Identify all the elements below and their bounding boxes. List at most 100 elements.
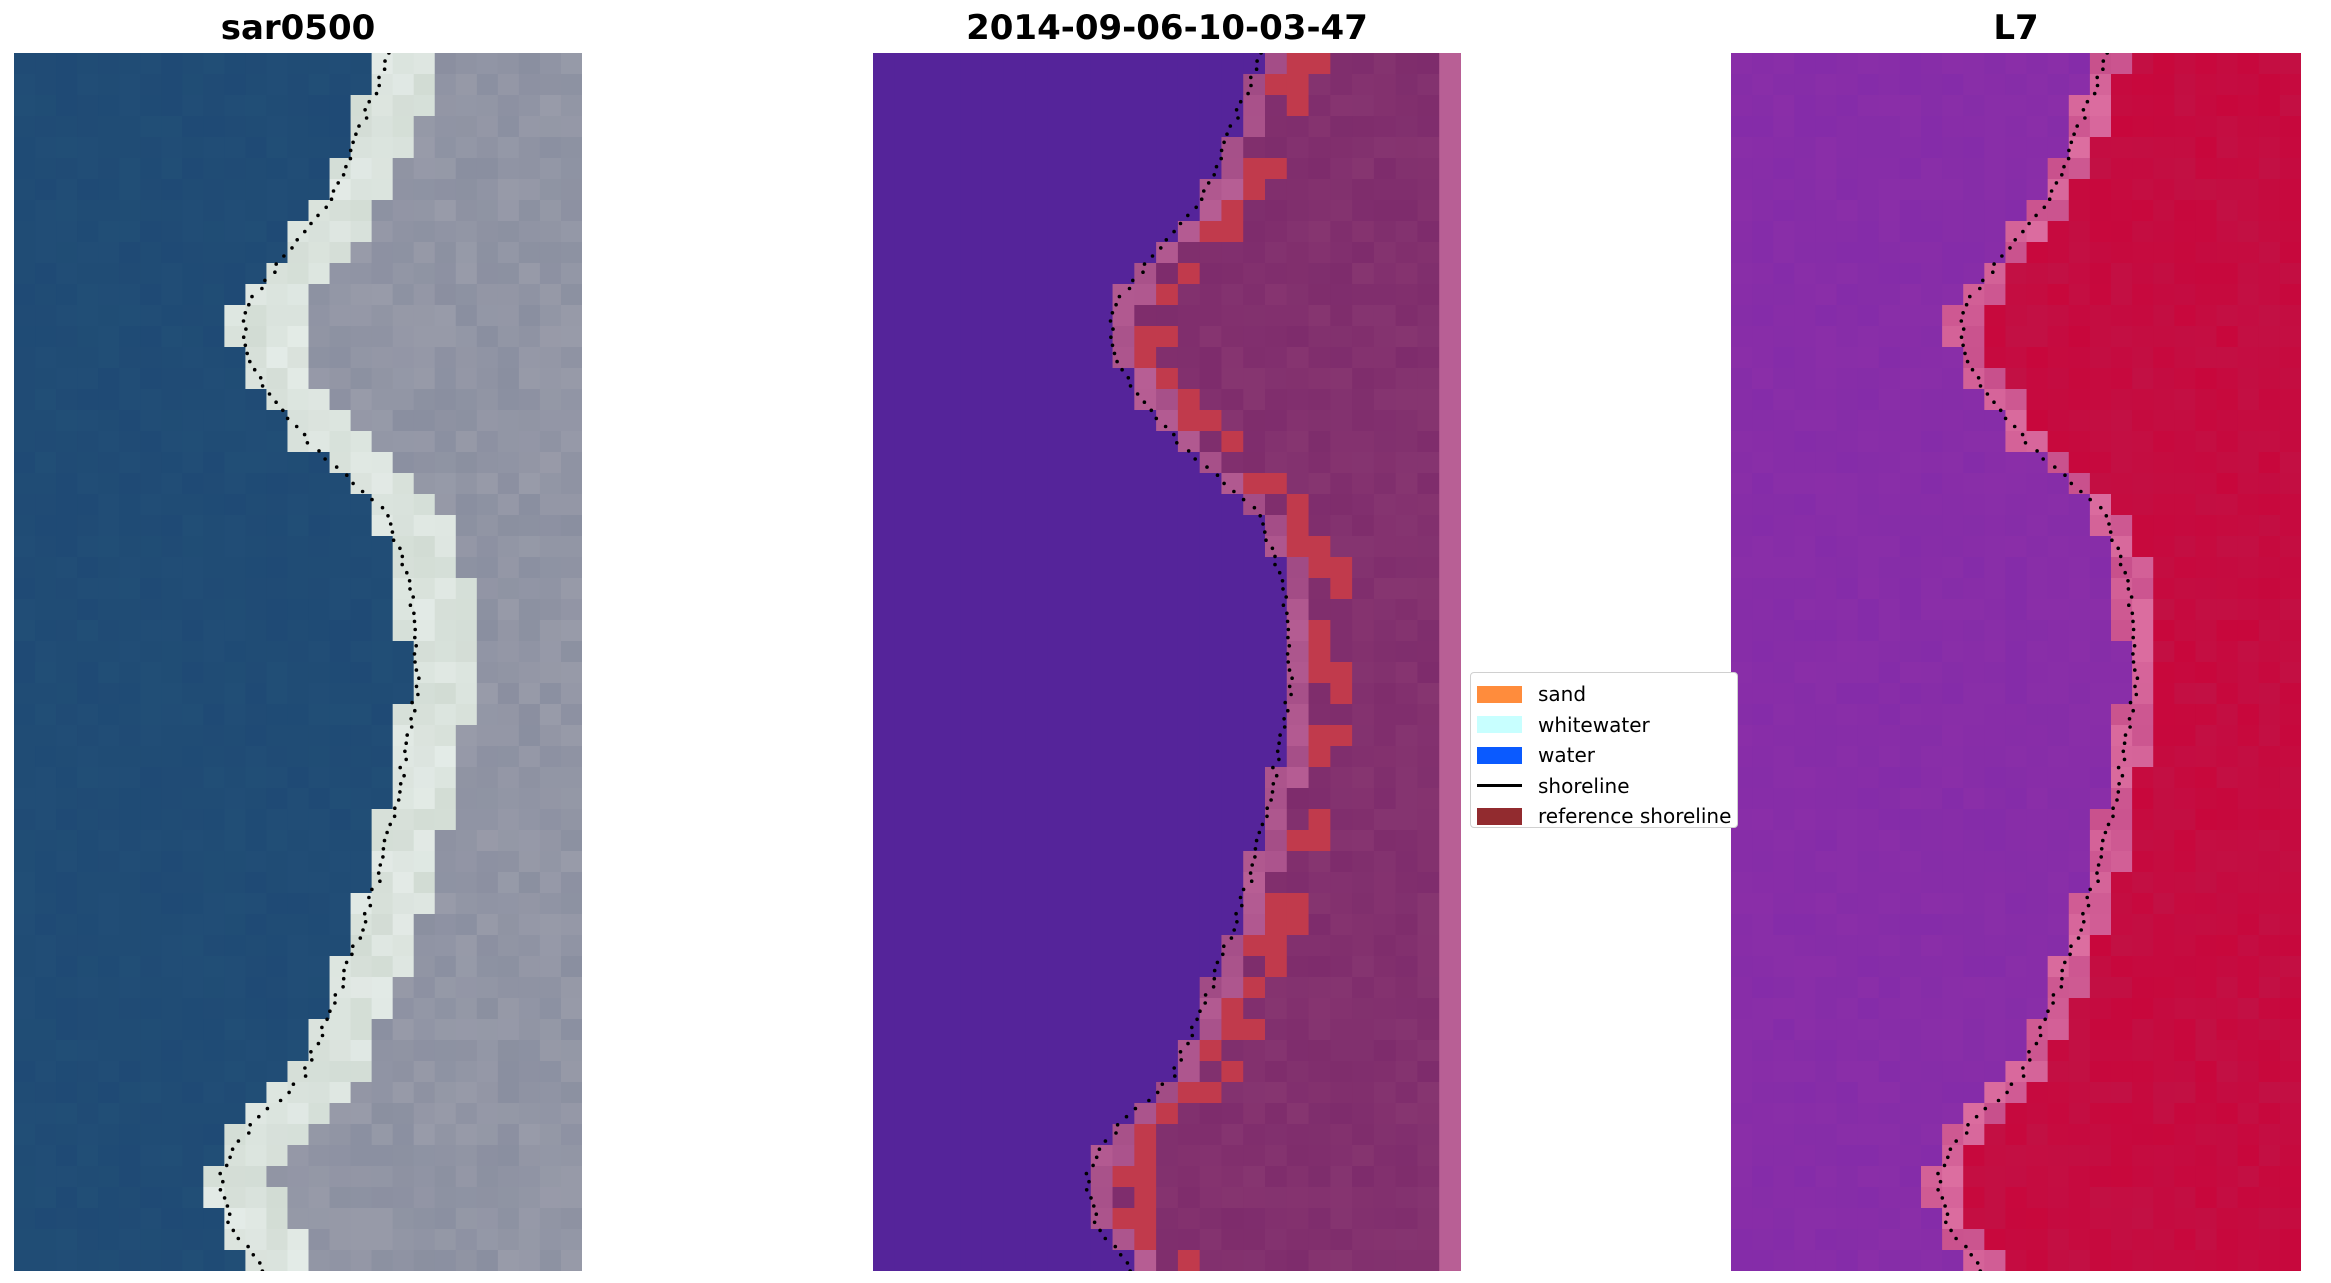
image-pixel xyxy=(287,221,310,243)
image-pixel xyxy=(497,473,520,495)
image-pixel xyxy=(1221,179,1244,201)
image-pixel xyxy=(1373,179,1397,201)
image-pixel xyxy=(1090,95,1114,117)
image-pixel xyxy=(350,767,373,789)
image-pixel xyxy=(140,284,162,306)
image-pixel xyxy=(1069,998,1092,1020)
image-pixel xyxy=(960,935,983,957)
image-pixel xyxy=(1836,347,1859,369)
image-pixel xyxy=(1156,704,1179,726)
image-pixel xyxy=(1047,53,1070,75)
image-pixel xyxy=(350,347,373,369)
image-pixel xyxy=(960,179,983,201)
image-pixel xyxy=(203,1208,225,1230)
image-pixel xyxy=(2005,53,2028,75)
image-pixel xyxy=(119,956,141,978)
shoreline-dot xyxy=(393,806,397,810)
image-pixel xyxy=(1199,977,1223,999)
image-pixel xyxy=(2153,1166,2175,1188)
image-pixel xyxy=(2111,830,2133,852)
image-pixel xyxy=(1794,557,1817,579)
image-pixel xyxy=(1090,641,1114,663)
image-pixel xyxy=(1395,1145,1419,1167)
image-pixel xyxy=(1330,767,1353,789)
shoreline-dot xyxy=(1253,855,1257,859)
image-pixel xyxy=(2237,53,2260,75)
image-pixel xyxy=(1373,137,1397,159)
image-pixel xyxy=(1815,998,1838,1020)
shoreline-dot xyxy=(1128,1269,1132,1271)
image-pixel xyxy=(1199,683,1223,705)
image-pixel xyxy=(1921,1250,1943,1271)
image-pixel xyxy=(392,263,415,285)
image-pixel xyxy=(14,221,36,243)
image-pixel xyxy=(308,410,331,432)
image-pixel xyxy=(308,872,331,894)
shoreline-dot xyxy=(1277,570,1282,575)
image-pixel xyxy=(455,1124,478,1146)
image-pixel xyxy=(916,452,939,474)
image-pixel xyxy=(2132,305,2154,327)
image-pixel xyxy=(981,977,1005,999)
image-pixel xyxy=(1878,1145,1901,1167)
shoreline-dot xyxy=(1290,676,1294,680)
image-pixel xyxy=(14,53,36,75)
image-pixel xyxy=(245,1082,268,1104)
image-pixel xyxy=(497,998,520,1020)
image-pixel xyxy=(1352,1082,1375,1104)
image-pixel xyxy=(518,620,541,642)
image-pixel xyxy=(203,116,225,138)
image-pixel xyxy=(2026,116,2049,138)
image-pixel xyxy=(245,452,268,474)
image-pixel xyxy=(1899,200,1922,222)
image-pixel xyxy=(1047,893,1070,915)
image-pixel xyxy=(2195,683,2218,705)
image-pixel xyxy=(329,263,352,285)
image-pixel xyxy=(14,914,36,936)
image-pixel xyxy=(1352,1208,1375,1230)
image-pixel xyxy=(2047,74,2070,96)
image-pixel xyxy=(497,1166,520,1188)
image-pixel xyxy=(916,956,939,978)
image-pixel xyxy=(1134,620,1157,642)
image-pixel xyxy=(1112,1124,1135,1146)
image-pixel xyxy=(1899,893,1922,915)
image-pixel xyxy=(434,1061,457,1083)
image-pixel xyxy=(1942,1082,1964,1104)
image-pixel xyxy=(2237,1061,2260,1083)
image-pixel xyxy=(1243,683,1266,705)
image-pixel xyxy=(287,389,310,411)
image-pixel xyxy=(2026,977,2049,999)
image-pixel xyxy=(1265,851,1288,873)
image-pixel xyxy=(245,1124,268,1146)
image-pixel xyxy=(224,725,247,747)
image-pixel xyxy=(35,704,57,726)
image-pixel xyxy=(1878,830,1901,852)
shoreline-dot xyxy=(336,181,341,185)
shoreline-dot xyxy=(1113,1244,1118,1249)
image-pixel xyxy=(1112,1187,1135,1209)
shoreline-dot xyxy=(267,392,272,396)
image-pixel xyxy=(1836,326,1859,348)
image-pixel xyxy=(14,599,36,621)
image-pixel xyxy=(119,137,141,159)
image-pixel xyxy=(894,725,918,747)
image-pixel xyxy=(1439,536,1461,558)
image-pixel xyxy=(182,431,204,453)
image-pixel xyxy=(981,851,1005,873)
image-pixel xyxy=(2047,683,2070,705)
image-pixel xyxy=(1069,116,1092,138)
image-pixel xyxy=(1899,809,1922,831)
image-pixel xyxy=(916,872,939,894)
image-pixel xyxy=(1025,116,1048,138)
shoreline-dot xyxy=(1150,254,1155,258)
image-pixel xyxy=(182,578,204,600)
image-pixel xyxy=(2026,683,2049,705)
image-pixel xyxy=(2237,851,2260,873)
image-pixel xyxy=(140,1208,162,1230)
image-pixel xyxy=(2047,914,2070,936)
image-pixel xyxy=(873,1103,896,1125)
image-pixel xyxy=(1286,74,1310,96)
image-pixel xyxy=(2195,1124,2218,1146)
image-pixel xyxy=(1731,935,1753,957)
